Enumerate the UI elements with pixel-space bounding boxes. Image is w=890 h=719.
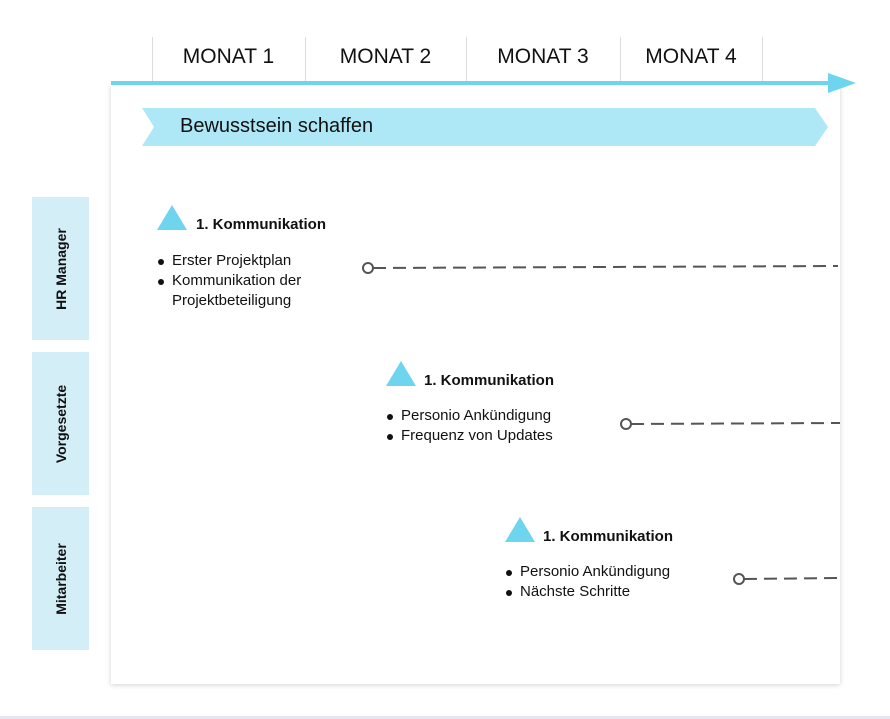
divider bbox=[305, 37, 306, 85]
list-item: Frequenz von Updates bbox=[387, 426, 607, 446]
lane-label-mitarbeiter: Mitarbeiter bbox=[32, 507, 89, 650]
list-item: Nächste Schritte bbox=[506, 582, 726, 602]
timeline-card bbox=[111, 85, 840, 684]
connector-mitarbeiter bbox=[733, 573, 841, 585]
lane-label-vorgesetzte: Vorgesetzte bbox=[32, 352, 89, 495]
list-item: Kommunikation der Projektbeteiligung bbox=[158, 271, 348, 311]
divider bbox=[152, 37, 153, 85]
lane-label-text: Vorgesetzte bbox=[52, 384, 69, 463]
divider bbox=[762, 37, 763, 85]
list-item: Erster Projektplan bbox=[158, 251, 348, 271]
milestone-list: Erster Projektplan Kommunikation der Pro… bbox=[158, 251, 348, 311]
milestone-list: Personio Ankündigung Frequenz von Update… bbox=[387, 406, 607, 446]
triangle-milestone-icon bbox=[505, 517, 535, 542]
triangle-milestone-icon bbox=[386, 361, 416, 386]
triangle-milestone-icon bbox=[157, 205, 187, 230]
milestone-title: 1. Kommunikation bbox=[424, 372, 555, 389]
divider bbox=[620, 37, 621, 85]
lane-label-text: HR Manager bbox=[52, 227, 69, 310]
list-item: Personio Ankündigung bbox=[387, 406, 607, 426]
bottom-border bbox=[0, 716, 890, 719]
connector-vorgesetzte bbox=[620, 418, 841, 430]
month-4-header: MONAT 4 bbox=[645, 45, 737, 68]
phase-banner-shape bbox=[142, 108, 828, 146]
list-item: Personio Ankündigung bbox=[506, 562, 726, 582]
month-1-header: MONAT 1 bbox=[182, 45, 275, 68]
month-3-header: MONAT 3 bbox=[497, 45, 589, 68]
milestone-title: 1. Kommunikation bbox=[543, 528, 674, 545]
month-2-header: MONAT 2 bbox=[339, 45, 432, 68]
lane-label-hr-manager: HR Manager bbox=[32, 197, 89, 340]
milestone-list: Personio Ankündigung Nächste Schritte bbox=[506, 562, 726, 602]
divider bbox=[466, 37, 467, 85]
lane-label-text: Mitarbeiter bbox=[52, 542, 69, 615]
phase-banner-label: Bewusstsein schaffen bbox=[180, 115, 374, 137]
connector-hr-manager bbox=[362, 262, 839, 274]
milestone-title: 1. Kommunikation bbox=[196, 216, 327, 233]
